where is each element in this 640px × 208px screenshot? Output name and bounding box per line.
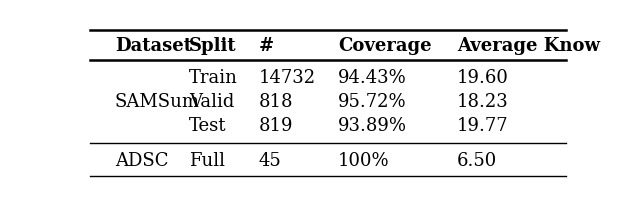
Text: 45: 45 (259, 152, 282, 170)
Text: 819: 819 (259, 117, 293, 135)
Text: 95.72%: 95.72% (338, 93, 406, 111)
Text: SAMSum: SAMSum (115, 93, 200, 111)
Text: 18.23: 18.23 (457, 93, 509, 111)
Text: 6.50: 6.50 (457, 152, 497, 170)
Text: #: # (259, 37, 274, 55)
Text: Valid: Valid (189, 93, 234, 111)
Text: Full: Full (189, 152, 225, 170)
Text: 94.43%: 94.43% (338, 69, 406, 87)
Text: Split: Split (189, 37, 237, 55)
Text: Test: Test (189, 117, 227, 135)
Text: 19.77: 19.77 (457, 117, 509, 135)
Text: Dataset: Dataset (115, 37, 192, 55)
Text: Train: Train (189, 69, 238, 87)
Text: Coverage: Coverage (338, 37, 431, 55)
Text: 19.60: 19.60 (457, 69, 509, 87)
Text: 93.89%: 93.89% (338, 117, 407, 135)
Text: 100%: 100% (338, 152, 390, 170)
Text: Average Know: Average Know (457, 37, 600, 55)
Text: ADSC: ADSC (115, 152, 168, 170)
Text: 14732: 14732 (259, 69, 316, 87)
Text: 818: 818 (259, 93, 293, 111)
